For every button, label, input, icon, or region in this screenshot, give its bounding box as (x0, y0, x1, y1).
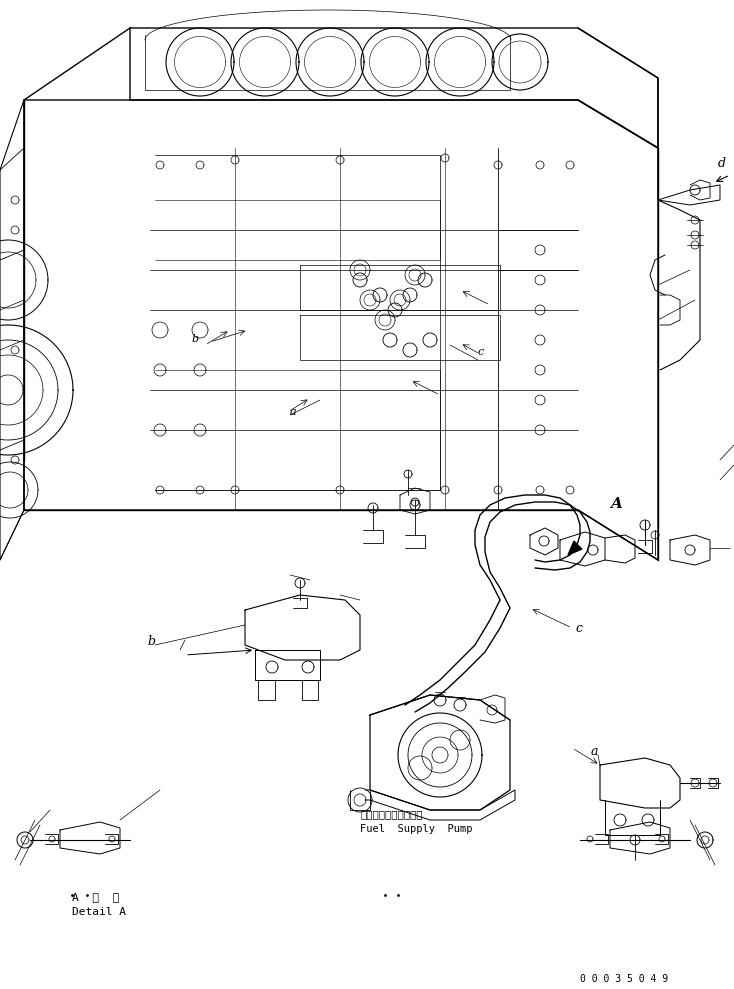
Text: c: c (478, 347, 484, 357)
Text: A: A (610, 497, 622, 511)
Text: フェルサブライポンプ: フェルサブライポンプ (360, 809, 423, 819)
Text: Detail A: Detail A (72, 907, 126, 917)
Text: b: b (147, 635, 155, 648)
Text: a: a (590, 745, 598, 758)
Text: d: d (718, 157, 726, 170)
Text: A  詳  細: A 詳 細 (72, 892, 119, 902)
Text: c: c (575, 622, 582, 635)
Polygon shape (568, 541, 582, 555)
Text: 0 0 0 3 5 0 4 9: 0 0 0 3 5 0 4 9 (580, 974, 668, 984)
Text: b: b (192, 334, 199, 344)
Text: a: a (290, 407, 297, 417)
Text: Fuel  Supply  Pump: Fuel Supply Pump (360, 824, 473, 834)
